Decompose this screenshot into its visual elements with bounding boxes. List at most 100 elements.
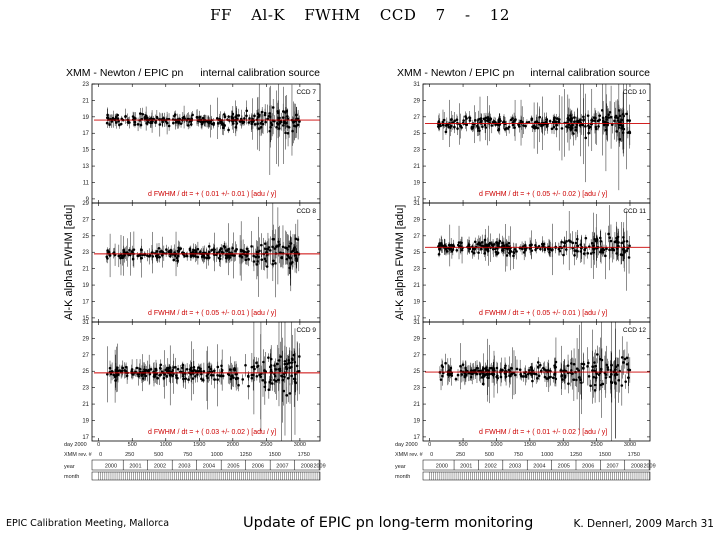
data-point xyxy=(228,368,232,371)
data-point xyxy=(298,120,301,123)
data-point xyxy=(108,123,111,126)
y-tick-label: 31 xyxy=(413,201,420,207)
data-point xyxy=(245,109,249,113)
data-point xyxy=(594,116,597,120)
data-point xyxy=(186,124,190,127)
data-point xyxy=(149,367,153,371)
data-point xyxy=(496,123,500,127)
y-tick-label: 19 xyxy=(82,283,89,289)
data-point xyxy=(573,253,576,257)
data-point xyxy=(191,113,194,117)
data-point xyxy=(623,250,626,254)
data-point xyxy=(159,363,163,367)
year-label: 2007 xyxy=(276,464,288,470)
data-point xyxy=(549,375,552,379)
data-point xyxy=(514,373,517,377)
data-point xyxy=(209,373,213,377)
data-point xyxy=(132,248,136,251)
data-point xyxy=(625,363,629,366)
data-point xyxy=(518,368,522,371)
data-point xyxy=(298,355,301,358)
x-tick-label: 2000 xyxy=(227,442,239,448)
data-point xyxy=(567,382,570,385)
data-point xyxy=(196,370,199,373)
data-point xyxy=(558,118,561,121)
data-point xyxy=(541,242,544,246)
data-point xyxy=(282,124,285,127)
year-row-label: year xyxy=(395,464,406,470)
data-point xyxy=(484,367,487,371)
data-point xyxy=(589,252,593,255)
data-point xyxy=(559,369,563,372)
data-point xyxy=(179,122,183,125)
data-point xyxy=(120,117,124,121)
data-point xyxy=(511,117,514,120)
data-point xyxy=(595,238,599,241)
data-point xyxy=(594,127,598,131)
data-point xyxy=(278,243,281,246)
data-point xyxy=(269,364,273,367)
y-tick-label: 19 xyxy=(82,418,89,424)
data-point xyxy=(621,124,625,128)
data-point xyxy=(530,367,533,371)
data-point xyxy=(133,120,137,124)
data-point xyxy=(255,374,259,378)
year-label: 2001 xyxy=(129,464,141,470)
data-point xyxy=(290,374,293,378)
data-point xyxy=(275,379,278,383)
chart-title-left: XMM - Newton / EPIC pn xyxy=(66,67,183,79)
data-point xyxy=(288,392,292,395)
data-point xyxy=(486,249,490,253)
data-point xyxy=(450,244,454,247)
rev-label: 500 xyxy=(154,452,163,458)
data-point xyxy=(176,249,180,253)
data-point xyxy=(244,364,247,367)
data-point xyxy=(155,255,159,259)
data-point xyxy=(248,117,251,120)
data-series xyxy=(437,205,631,291)
footer-talk-title: Update of EPIC pn long-term monitoring xyxy=(243,515,534,531)
data-point xyxy=(582,115,585,119)
x-tick-label: 2500 xyxy=(590,442,602,448)
data-point xyxy=(616,116,619,120)
rev-label: 1250 xyxy=(570,452,582,458)
x-axis-label: day 2000 xyxy=(64,442,87,448)
data-point xyxy=(536,376,539,380)
data-point xyxy=(290,250,293,254)
data-point xyxy=(279,355,282,358)
data-point xyxy=(515,250,518,253)
y-tick-label: 21 xyxy=(413,283,420,289)
y-tick-label: 19 xyxy=(82,115,89,121)
y-tick-label: 27 xyxy=(413,234,420,240)
data-point xyxy=(183,254,186,258)
data-point xyxy=(294,237,298,241)
ccd-label: CCD 10 xyxy=(623,89,647,96)
data-point xyxy=(465,123,469,127)
data-point xyxy=(192,368,196,372)
data-point xyxy=(287,358,291,362)
data-point xyxy=(606,366,610,369)
data-point xyxy=(260,110,264,114)
year-label: 2009 xyxy=(313,464,325,470)
data-point xyxy=(591,369,594,372)
data-point xyxy=(507,125,511,129)
rev-label: 500 xyxy=(485,452,494,458)
data-point xyxy=(587,375,591,378)
data-point xyxy=(231,374,234,377)
data-point xyxy=(560,127,564,130)
data-point xyxy=(135,366,139,370)
data-point xyxy=(268,112,271,115)
data-point xyxy=(152,375,156,378)
rev-label: 1500 xyxy=(269,452,281,458)
data-point xyxy=(227,128,230,132)
panel-frame xyxy=(91,202,321,323)
data-point xyxy=(482,373,486,377)
data-point xyxy=(572,362,576,366)
data-point xyxy=(283,359,287,363)
data-point xyxy=(602,119,605,122)
ccd-label: CCD 12 xyxy=(623,327,647,334)
data-point xyxy=(454,377,458,381)
data-point xyxy=(281,375,284,378)
data-point xyxy=(597,125,600,128)
data-point xyxy=(179,247,183,250)
